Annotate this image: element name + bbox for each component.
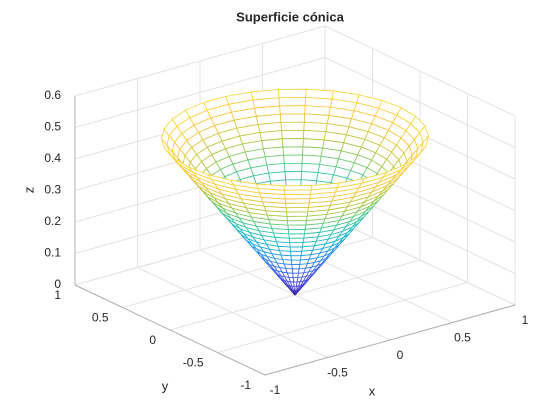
chart-title: Superficie cónica (236, 9, 344, 24)
grid-line (217, 282, 468, 353)
mesh-face (291, 268, 300, 274)
mesh-face (301, 162, 321, 173)
y-tick-label: -1 (240, 378, 251, 392)
mesh-face (284, 198, 311, 204)
mesh-face (287, 228, 306, 235)
z-tick-label: 0 (54, 277, 61, 291)
mesh-face (300, 171, 319, 182)
mesh-face (288, 233, 305, 239)
mesh-face (290, 255, 302, 261)
grid-line (74, 57, 326, 128)
mesh-face (287, 220, 307, 226)
y-tick-label: 0 (149, 333, 156, 347)
mesh-face (287, 224, 307, 230)
grid-line (324, 25, 516, 117)
mesh-face (288, 237, 305, 243)
x-tick-label: -1 (270, 383, 281, 397)
mesh-face (302, 146, 324, 157)
z-tick-label: 0.6 (44, 88, 61, 102)
mesh-face (286, 211, 309, 217)
z-tick-label: 0.2 (44, 214, 61, 228)
mesh-face (281, 129, 305, 140)
x-tick-label: 0 (397, 348, 404, 362)
y-axis (74, 284, 266, 376)
x-tick-label: 1 (522, 313, 529, 327)
mesh-face (283, 185, 313, 191)
mesh-face (291, 259, 301, 265)
mesh-face (294, 290, 297, 296)
y-tick-label: -0.5 (183, 356, 204, 370)
y-axis-label: y (162, 378, 169, 393)
x-axis (264, 304, 516, 376)
mesh-face (293, 281, 298, 287)
mesh-face (292, 277, 299, 283)
z-tick-label: 0.5 (44, 120, 61, 134)
mesh-face (283, 162, 303, 173)
mesh-face (281, 138, 304, 148)
x-axis-label: x (369, 383, 376, 398)
mesh-face (285, 207, 309, 213)
mesh-face (282, 146, 304, 156)
y-tick-label: 1 (54, 288, 61, 302)
grid-line (324, 214, 516, 306)
mesh-face (279, 113, 306, 123)
mesh-face (293, 285, 297, 292)
z-tick-label: 0.3 (44, 183, 61, 197)
mesh-face (279, 105, 306, 115)
z-tick-label: 0.4 (44, 151, 61, 165)
grid-line (74, 25, 326, 97)
mesh-face (292, 272, 299, 278)
mesh-face (286, 215, 308, 222)
x-tick-label: -0.5 (327, 366, 348, 380)
z-tick-label: 0.1 (44, 246, 61, 260)
y-tick-label: 0.5 (92, 311, 109, 325)
z-axis-label: z (21, 187, 36, 194)
mesh-face (285, 202, 310, 209)
mesh-face (283, 189, 312, 195)
mesh-face (278, 97, 307, 107)
grid-line (324, 57, 516, 148)
mesh-face (277, 88, 307, 99)
mesh-face (291, 263, 301, 270)
mesh-face (289, 246, 303, 252)
mesh-face (280, 121, 305, 131)
mesh-face (290, 250, 303, 257)
mesh-face (283, 154, 303, 164)
mesh-face (289, 242, 304, 248)
mesh-face (301, 154, 322, 165)
mesh-face (284, 193, 311, 200)
mesh-face (284, 171, 303, 181)
x-tick-label: 0.5 (454, 331, 471, 345)
